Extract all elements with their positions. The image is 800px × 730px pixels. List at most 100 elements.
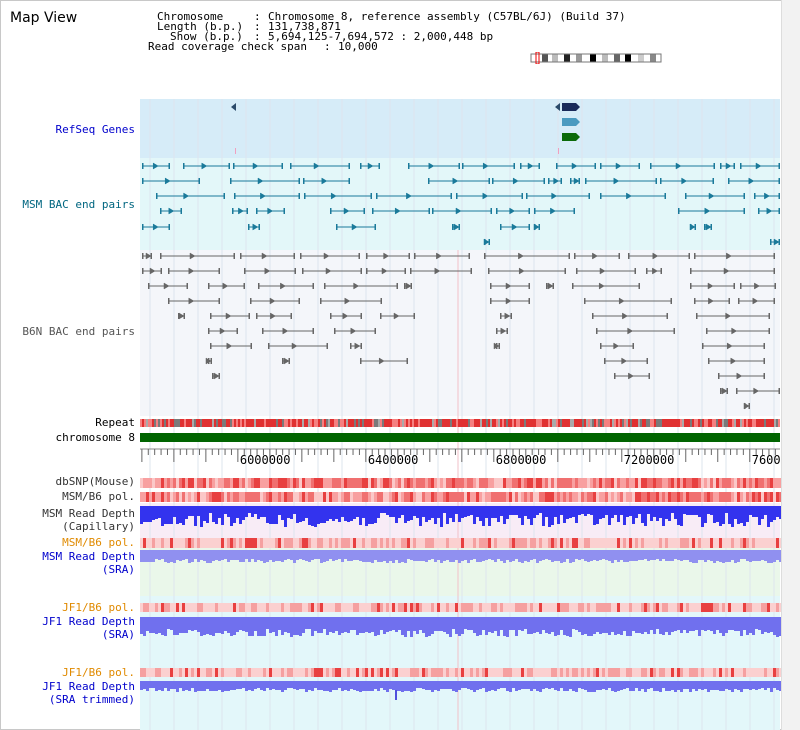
dbsnp-cell xyxy=(272,478,275,488)
msm-bac-pair-end xyxy=(290,163,292,169)
dbsnp-cell xyxy=(422,478,425,488)
jf1-b6-pol-trimmed-cell xyxy=(494,668,497,677)
b6n-bac-pair-end xyxy=(298,298,300,304)
jf1-read-depth-sra-bar xyxy=(506,617,509,637)
msm-b6-pol-cell xyxy=(710,492,713,502)
msm-b6-pol-sra-cell xyxy=(410,538,413,548)
jf1-read-depth-trimmed-bar xyxy=(611,681,614,691)
msm-b6-pol-cell xyxy=(743,492,746,502)
jf1-b6-pol-cell xyxy=(155,603,158,612)
msm-b6-pol-cell xyxy=(479,492,482,502)
b6n-bac-label[interactable]: B6N BAC end pairs xyxy=(22,325,135,338)
repeat-block xyxy=(584,419,586,427)
repeat-block xyxy=(200,419,202,427)
msm-read-depth-capillary-bar xyxy=(287,506,290,518)
dbsnp-cell xyxy=(566,478,569,488)
jf1-read-depth-trimmed-bar xyxy=(191,681,194,688)
repeat-block xyxy=(578,419,580,427)
msm-b6-pol-sra-cell xyxy=(575,538,578,548)
b6n-bac-pair-end xyxy=(500,313,502,319)
msm-bac-pair-end xyxy=(585,178,587,184)
jf1-b6-pol-trimmed-cell xyxy=(704,668,707,677)
jf1-b6-pol-trimmed-cell xyxy=(368,668,371,677)
jf1-b6-pol-trimmed-cell xyxy=(269,668,272,677)
jf1-read-depth-sra-bar xyxy=(350,617,353,630)
repeat-block xyxy=(188,419,190,427)
msm-b6-pol-label[interactable]: MSM/B6 pol. xyxy=(62,490,135,503)
repeat-block xyxy=(242,419,244,427)
jf1-b6-pol-trimmed-cell xyxy=(521,668,524,677)
repeat-block xyxy=(742,419,744,427)
msm-read-depth-capillary-bar xyxy=(338,506,341,522)
jf1-b6-pol-cell xyxy=(365,603,368,612)
msm-read-depth-sra-label[interactable]: MSM Read Depth xyxy=(42,550,135,563)
jf1-b6-pol-trimmed-cell xyxy=(215,668,218,677)
b6n-bac-pair-end xyxy=(233,253,235,259)
jf1-read-depth-sra-bar xyxy=(779,617,782,636)
ideogram-band xyxy=(625,54,631,62)
jf1-read-depth-sra-label[interactable]: JF1 Read Depth xyxy=(42,615,135,628)
jf1-read-depth-trimmed-bar xyxy=(629,681,632,691)
jf1-read-depth-trimmed-bar xyxy=(359,681,362,692)
repeat-block xyxy=(354,419,356,427)
msm-b6-pol-sra-cell xyxy=(494,538,497,548)
repeat-label[interactable]: Repeat xyxy=(95,416,135,429)
chromosome-label[interactable]: chromosome 8 xyxy=(55,431,135,444)
b6n-bac-pair-end xyxy=(592,313,594,319)
msm-b6-pol-cell xyxy=(440,492,443,502)
msm-b6-pol-cell xyxy=(176,492,179,502)
jf1-b6-pol-cell xyxy=(545,603,548,612)
jf1-read-depth-sra-bar xyxy=(413,617,416,631)
msm-read-depth-capillary-bar xyxy=(413,506,416,516)
b6n-bac-pair-end xyxy=(396,283,398,289)
jf1-b6-pol-trimmed-cell xyxy=(632,668,635,677)
dbsnp-cell xyxy=(362,478,365,488)
msm-bac-pair-end xyxy=(180,208,182,214)
dbsnp-label[interactable]: dbSNP(Mouse) xyxy=(55,475,135,488)
msm-read-depth-sra-bar xyxy=(302,550,305,560)
msm-b6-pol-sra-label[interactable]: MSM/B6 pol. xyxy=(62,536,135,549)
jf1-read-depth-sra-bar xyxy=(722,617,725,636)
msm-b6-pol-cell xyxy=(539,492,542,502)
repeat-block xyxy=(630,419,632,427)
jf1-read-depth-trimmed-bar xyxy=(161,681,164,691)
jf1-b6-pol-trimmed-label[interactable]: JF1/B6 pol. xyxy=(62,666,135,679)
jf1-read-depth-trimmed-bar xyxy=(662,681,665,688)
msm-bac-pair-end xyxy=(573,208,575,214)
msm-b6-pol-sra-cell xyxy=(233,538,236,548)
jf1-read-depth-trimmed-bar xyxy=(644,681,647,692)
vertical-scrollbar[interactable] xyxy=(781,0,800,730)
jf1-b6-pol-label[interactable]: JF1/B6 pol. xyxy=(62,601,135,614)
msm-read-depth-sra-bar xyxy=(569,550,572,563)
msm-read-depth-capillary-bar xyxy=(617,506,620,522)
jf1-read-depth-trimmed-bar xyxy=(155,681,158,691)
refseq-label[interactable]: RefSeq Genes xyxy=(55,123,135,136)
msm-read-depth-capillary-bar xyxy=(575,506,578,523)
jf1-b6-pol-trimmed-cell xyxy=(245,668,248,677)
dbsnp-cell xyxy=(179,478,182,488)
msm-bac-label[interactable]: MSM BAC end pairs xyxy=(22,198,135,211)
jf1-read-depth-trimmed-label[interactable]: JF1 Read Depth xyxy=(42,680,135,693)
dbsnp-cell xyxy=(164,478,167,488)
jf1-read-depth-trimmed-bar xyxy=(296,681,299,690)
jf1-b6-pol-cell xyxy=(719,603,722,612)
msm-bac-pair-end xyxy=(720,163,722,169)
b6n-bac-pair-end xyxy=(564,268,566,274)
jf1-b6-pol-cell xyxy=(521,603,524,612)
msm-b6-pol-sra-cell xyxy=(665,538,668,548)
repeat-block xyxy=(164,419,166,427)
msm-read-depth-capillary-label[interactable]: MSM Read Depth xyxy=(42,507,135,520)
jf1-read-depth-sra-bar xyxy=(533,617,536,633)
msm-b6-pol-cell xyxy=(296,492,299,502)
msm-read-depth-sra-bar xyxy=(764,550,767,561)
jf1-b6-pol-trimmed-cell xyxy=(302,668,305,677)
msm-b6-pol-cell xyxy=(161,492,164,502)
chromosome-ideogram[interactable] xyxy=(530,52,662,64)
msm-read-depth-sra-bar xyxy=(725,550,728,562)
jf1-read-depth-trimmed-bar xyxy=(281,681,284,692)
dbsnp-cell xyxy=(605,478,608,488)
axis-tick-label: 6000000 xyxy=(240,453,291,467)
jf1-read-depth-trimmed-bar xyxy=(692,681,695,689)
jf1-b6-pol-cell xyxy=(293,603,296,612)
msm-read-depth-sra-bar xyxy=(458,550,461,563)
